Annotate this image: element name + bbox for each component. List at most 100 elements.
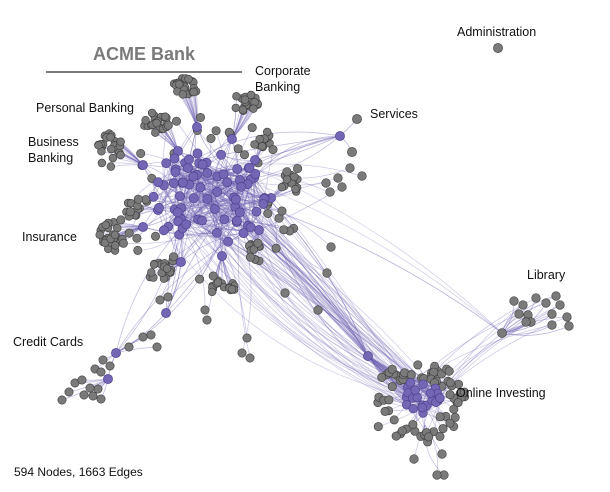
graph-node bbox=[326, 242, 336, 252]
graph-hub-node bbox=[219, 214, 230, 225]
graph-hub-node bbox=[223, 236, 233, 247]
graph-edge bbox=[142, 226, 244, 237]
graph-hub-node bbox=[177, 177, 188, 188]
graph-node bbox=[541, 298, 551, 308]
graph-edge bbox=[165, 221, 238, 314]
graph-node bbox=[445, 418, 455, 428]
graph-hub-node bbox=[103, 374, 113, 384]
graph-edge bbox=[173, 182, 225, 220]
graph-node bbox=[437, 449, 447, 459]
graph-node bbox=[493, 43, 503, 53]
graph-hub-node bbox=[238, 228, 249, 238]
graph-node bbox=[116, 137, 125, 146]
graph-node bbox=[413, 360, 423, 370]
graph-node bbox=[195, 274, 205, 284]
graph-hub-node bbox=[216, 149, 226, 160]
graph-edge bbox=[253, 135, 341, 179]
graph-hub-node bbox=[410, 385, 420, 395]
graph-node bbox=[391, 431, 401, 441]
graph-node bbox=[110, 230, 120, 240]
graph-edge bbox=[177, 212, 416, 391]
graph-edge bbox=[180, 232, 244, 263]
graph-hub-node bbox=[158, 225, 169, 236]
graph-node bbox=[250, 140, 259, 149]
graph-node bbox=[547, 309, 557, 319]
graph-edge bbox=[180, 179, 240, 209]
graph-hub-node bbox=[168, 178, 179, 189]
graph-node bbox=[151, 128, 160, 137]
graph-hub-node bbox=[405, 378, 416, 388]
graph-hub-node bbox=[231, 215, 242, 226]
graph-node bbox=[497, 328, 507, 338]
graph-stats: 594 Nodes, 1663 Edges bbox=[14, 465, 143, 479]
graph-hub-node bbox=[227, 134, 237, 144]
graph-hub-node bbox=[209, 204, 220, 214]
graph-edge bbox=[177, 150, 225, 220]
graph-hub-node bbox=[232, 164, 243, 174]
graph-hub-node bbox=[197, 159, 208, 170]
graph-edge bbox=[182, 182, 436, 389]
graph-edge bbox=[429, 295, 557, 394]
graph-hub-node bbox=[181, 219, 192, 230]
graph-edge bbox=[174, 158, 248, 339]
graph-node bbox=[277, 206, 287, 216]
graph-hub-node bbox=[230, 194, 241, 205]
graph-node bbox=[163, 292, 173, 302]
graph-node bbox=[246, 252, 256, 262]
graph-hub-node bbox=[161, 308, 171, 318]
graph-node bbox=[290, 172, 299, 182]
graph-edge bbox=[175, 171, 225, 220]
graph-edge bbox=[193, 197, 369, 357]
graph-node bbox=[387, 364, 397, 374]
graph-node bbox=[384, 395, 394, 405]
graph-node bbox=[200, 305, 210, 315]
graph-hub-node bbox=[245, 222, 256, 233]
graph-edge bbox=[182, 167, 250, 229]
graph-node bbox=[282, 175, 292, 184]
cluster-label-library: Library bbox=[527, 268, 566, 282]
graph-node bbox=[57, 395, 67, 405]
graph-node bbox=[184, 74, 193, 84]
graph-node bbox=[133, 245, 143, 255]
graph-node bbox=[291, 184, 300, 194]
graph-edge bbox=[188, 184, 409, 394]
graph-node bbox=[108, 153, 118, 163]
graph-node bbox=[435, 431, 445, 441]
graph-node bbox=[93, 384, 103, 394]
graph-edge bbox=[367, 355, 407, 406]
graph-hub-node bbox=[250, 155, 260, 165]
graph-node bbox=[151, 231, 161, 241]
graph-hub-node bbox=[184, 154, 194, 165]
graph-node bbox=[178, 90, 188, 99]
graph-edge bbox=[163, 184, 265, 206]
graph-edge bbox=[236, 221, 369, 357]
graph-edge bbox=[142, 182, 183, 228]
graph-node bbox=[347, 147, 357, 157]
graph-node bbox=[196, 113, 206, 123]
graph-node bbox=[450, 412, 460, 422]
graph-edge bbox=[198, 163, 238, 223]
graph-edge bbox=[193, 163, 363, 177]
graph-node bbox=[424, 432, 434, 442]
graph-edge bbox=[182, 228, 206, 311]
graph-hub-node bbox=[212, 186, 223, 197]
graph-node bbox=[147, 108, 157, 118]
cluster-label-business-banking: Business Banking bbox=[28, 135, 79, 165]
hub-layer bbox=[103, 122, 445, 418]
graph-edge bbox=[182, 211, 257, 229]
graph-node bbox=[387, 382, 397, 392]
graph-node bbox=[189, 87, 198, 97]
graph-node bbox=[333, 173, 343, 183]
graph-hub-node bbox=[234, 207, 245, 218]
graph-edge bbox=[217, 176, 252, 354]
graph-hub-node bbox=[258, 199, 269, 209]
graph-node bbox=[551, 291, 561, 301]
graph-node bbox=[409, 454, 419, 464]
graph-node bbox=[521, 317, 531, 327]
graph-node bbox=[213, 278, 223, 287]
graph-node bbox=[345, 163, 355, 173]
graph-edge bbox=[179, 195, 431, 394]
graph-node bbox=[518, 300, 528, 310]
graph-node bbox=[357, 171, 367, 181]
